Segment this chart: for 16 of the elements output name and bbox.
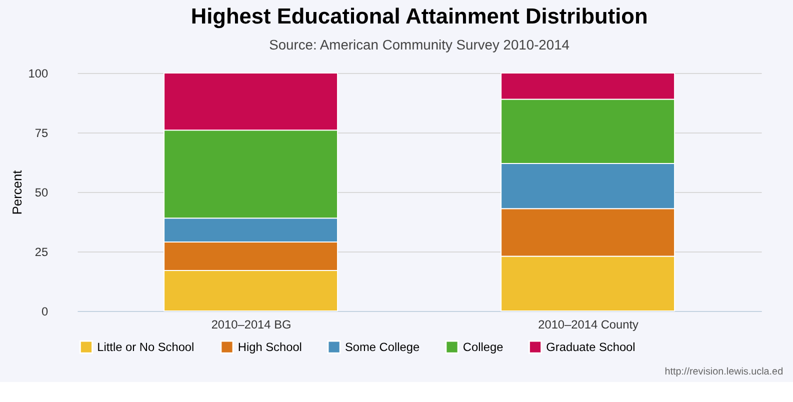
chart-subtitle: Source: American Community Survey 2010-2014 — [269, 36, 570, 52]
y-tick-label: 100 — [28, 66, 48, 80]
y-tick-label: 50 — [34, 185, 48, 200]
chart-title: Highest Educational Attainment Distribution — [190, 3, 648, 28]
text: http://revision.lewis.ucla.ed — [664, 366, 784, 378]
y-tick-label: 0 — [41, 304, 48, 318]
legend-label: Little or No School — [97, 340, 194, 354]
legend-label: Some College — [344, 340, 420, 354]
legend-label: High School — [238, 340, 302, 354]
y-tick-label: 25 — [34, 244, 48, 259]
x-tick-label: 2010–2014 BG — [211, 317, 292, 332]
x-tick-label: 2010–2014 County — [538, 317, 639, 332]
legend-label: Graduate School — [546, 340, 636, 354]
y-tick-label: 75 — [34, 126, 48, 140]
legend-label: College — [462, 340, 504, 354]
y-axis-title: Percent — [9, 170, 24, 215]
